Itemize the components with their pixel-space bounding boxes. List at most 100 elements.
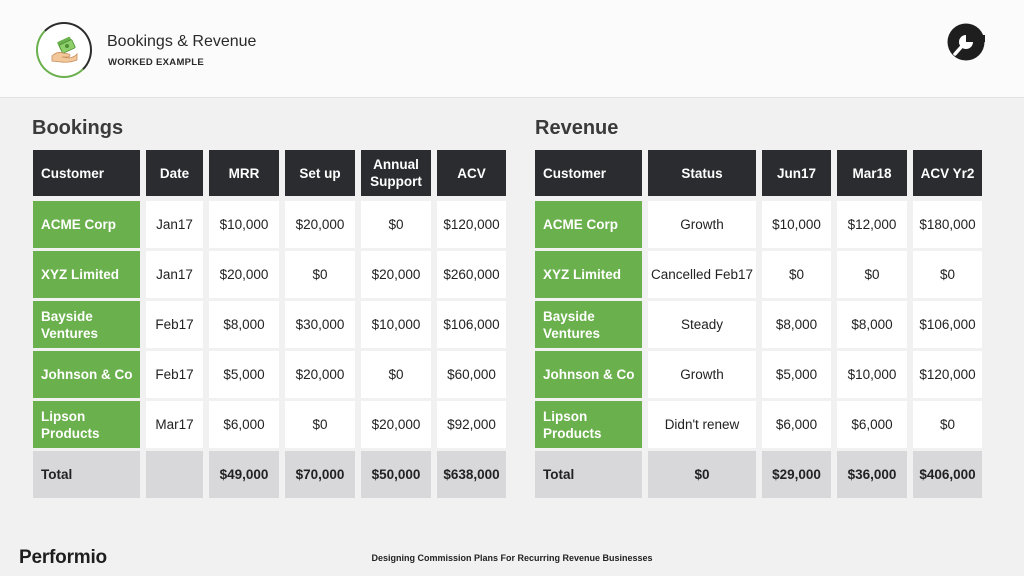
column-header: ACV Yr2 (913, 150, 982, 196)
total-cell: $50,000 (361, 451, 431, 498)
data-cell: Jan17 (146, 201, 203, 248)
data-cell: $0 (285, 251, 355, 298)
column-header: Customer (535, 150, 642, 196)
total-row: Total $0 $29,000 $36,000 $406,000 (535, 451, 982, 498)
table-row: Lipson Products Mar17 $6,000 $0 $20,000 $92,0… (33, 401, 506, 448)
column-header: Set up (285, 150, 355, 196)
column-header: Annual Support (361, 150, 431, 196)
data-cell: $120,000 (437, 201, 506, 248)
page-subtitle: WORKED EXAMPLE (108, 57, 205, 68)
total-row: Total $49,000 $70,000 $50,000 $638,000 (33, 451, 506, 498)
data-cell: Jan17 (146, 251, 203, 298)
data-cell: $120,000 (913, 351, 982, 398)
data-cell: Steady (648, 301, 756, 348)
bookings-table: Customer Date MRR Set up Annual Support ACV AC… (33, 150, 506, 501)
page-title: Bookings & Revenue (107, 33, 257, 50)
data-cell: $6,000 (762, 401, 831, 448)
total-label: Total (33, 451, 140, 498)
data-cell: Growth (648, 201, 756, 248)
customer-cell: Lipson Products (33, 401, 140, 448)
table-header-row: Customer Status Jun17 Mar18 ACV Yr2 (535, 150, 982, 196)
data-cell: $8,000 (209, 301, 279, 348)
customer-cell: Bayside Ventures (535, 301, 642, 348)
customer-cell: ACME Corp (535, 201, 642, 248)
table-header-row: Customer Date MRR Set up Annual Support ACV (33, 150, 506, 196)
table-row: Johnson & Co Growth $5,000 $10,000 $120,000 (535, 351, 982, 398)
total-cell: $49,000 (209, 451, 279, 498)
bookings-title: Bookings (32, 117, 124, 139)
column-header: Jun17 (762, 150, 831, 196)
table-row: XYZ Limited Jan17 $20,000 $0 $20,000 $260,000 (33, 251, 506, 298)
data-cell: $20,000 (209, 251, 279, 298)
data-cell: $0 (913, 401, 982, 448)
data-cell: $180,000 (913, 201, 982, 248)
data-cell: $20,000 (361, 401, 431, 448)
data-cell: $106,000 (913, 301, 982, 348)
table-row: ACME Corp Growth $10,000 $12,000 $180,000 (535, 201, 982, 248)
data-cell: $0 (361, 351, 431, 398)
data-cell: $0 (285, 401, 355, 448)
data-cell: $6,000 (209, 401, 279, 448)
data-cell: $92,000 (437, 401, 506, 448)
performio-mark-icon (947, 23, 985, 61)
data-cell: $0 (762, 251, 831, 298)
table-row: Bayside Ventures Feb17 $8,000 $30,000 $10,00… (33, 301, 506, 348)
customer-cell: Johnson & Co (33, 351, 140, 398)
customer-cell: Lipson Products (535, 401, 642, 448)
table-row: Johnson & Co Feb17 $5,000 $20,000 $0 $60,000 (33, 351, 506, 398)
data-cell: $106,000 (437, 301, 506, 348)
data-cell: $6,000 (837, 401, 907, 448)
header-bar: Bookings & Revenue WORKED EXAMPLE (0, 0, 1024, 98)
data-cell: $10,000 (762, 201, 831, 248)
data-cell: $30,000 (285, 301, 355, 348)
data-cell: $260,000 (437, 251, 506, 298)
data-cell: $20,000 (361, 251, 431, 298)
column-header: Status (648, 150, 756, 196)
column-header: ACV (437, 150, 506, 196)
customer-cell: ACME Corp (33, 201, 140, 248)
total-cell: $70,000 (285, 451, 355, 498)
customer-cell: Johnson & Co (535, 351, 642, 398)
table-row: Lipson Products Didn't renew $6,000 $6,000 $… (535, 401, 982, 448)
column-header: MRR (209, 150, 279, 196)
data-cell: $60,000 (437, 351, 506, 398)
total-label: Total (535, 451, 642, 498)
data-cell: $10,000 (209, 201, 279, 248)
customer-cell: XYZ Limited (535, 251, 642, 298)
column-header: Mar18 (837, 150, 907, 196)
total-cell (146, 451, 203, 498)
table-row: ACME Corp Jan17 $10,000 $20,000 $0 $120,000 (33, 201, 506, 248)
total-cell: $36,000 (837, 451, 907, 498)
data-cell: $8,000 (837, 301, 907, 348)
revenue-table: Customer Status Jun17 Mar18 ACV Yr2 ACME Corp… (535, 150, 982, 501)
table-row: XYZ Limited Cancelled Feb17 $0 $0 $0 (535, 251, 982, 298)
money-hand-icon (36, 22, 92, 78)
data-cell: Didn't renew (648, 401, 756, 448)
table-row: Bayside Ventures Steady $8,000 $8,000 $106,0… (535, 301, 982, 348)
data-cell: $20,000 (285, 351, 355, 398)
total-cell: $406,000 (913, 451, 982, 498)
data-cell: Mar17 (146, 401, 203, 448)
customer-cell: XYZ Limited (33, 251, 140, 298)
data-cell: $12,000 (837, 201, 907, 248)
performio-logo: Performio (19, 547, 107, 568)
data-cell: Cancelled Feb17 (648, 251, 756, 298)
data-cell: Growth (648, 351, 756, 398)
data-cell: $0 (361, 201, 431, 248)
data-cell: $0 (913, 251, 982, 298)
column-header: Customer (33, 150, 140, 196)
footer-caption: Designing Commission Plans For Recurring… (371, 553, 653, 563)
column-header: Date (146, 150, 203, 196)
data-cell: $0 (837, 251, 907, 298)
data-cell: $5,000 (209, 351, 279, 398)
data-cell: Feb17 (146, 301, 203, 348)
data-cell: Feb17 (146, 351, 203, 398)
data-cell: $20,000 (285, 201, 355, 248)
data-cell: $10,000 (837, 351, 907, 398)
revenue-title: Revenue (535, 117, 619, 139)
data-cell: $10,000 (361, 301, 431, 348)
data-cell: $5,000 (762, 351, 831, 398)
customer-cell: Bayside Ventures (33, 301, 140, 348)
total-cell: $29,000 (762, 451, 831, 498)
data-cell: $8,000 (762, 301, 831, 348)
